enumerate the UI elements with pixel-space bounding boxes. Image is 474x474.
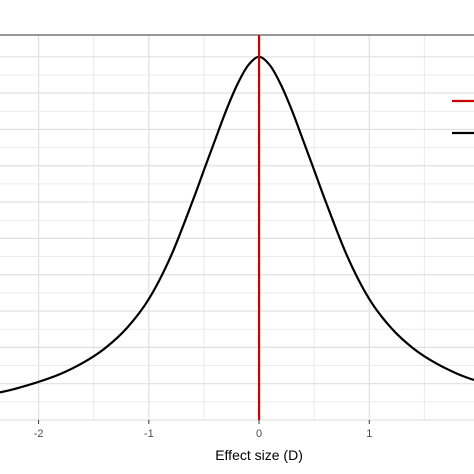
x-axis-label: Effect size (D) xyxy=(215,447,303,463)
grid-y xyxy=(0,56,474,421)
density-curve xyxy=(0,55,474,394)
x-tick-label: 0 xyxy=(256,428,262,440)
x-tick-label: 1 xyxy=(366,428,372,440)
x-axis-ticks xyxy=(38,420,370,424)
x-axis-tick-labels: -2 -1 0 1 xyxy=(34,428,373,440)
x-tick-label: -2 xyxy=(34,428,44,440)
x-tick-label: -1 xyxy=(144,428,154,440)
legend xyxy=(452,99,474,135)
